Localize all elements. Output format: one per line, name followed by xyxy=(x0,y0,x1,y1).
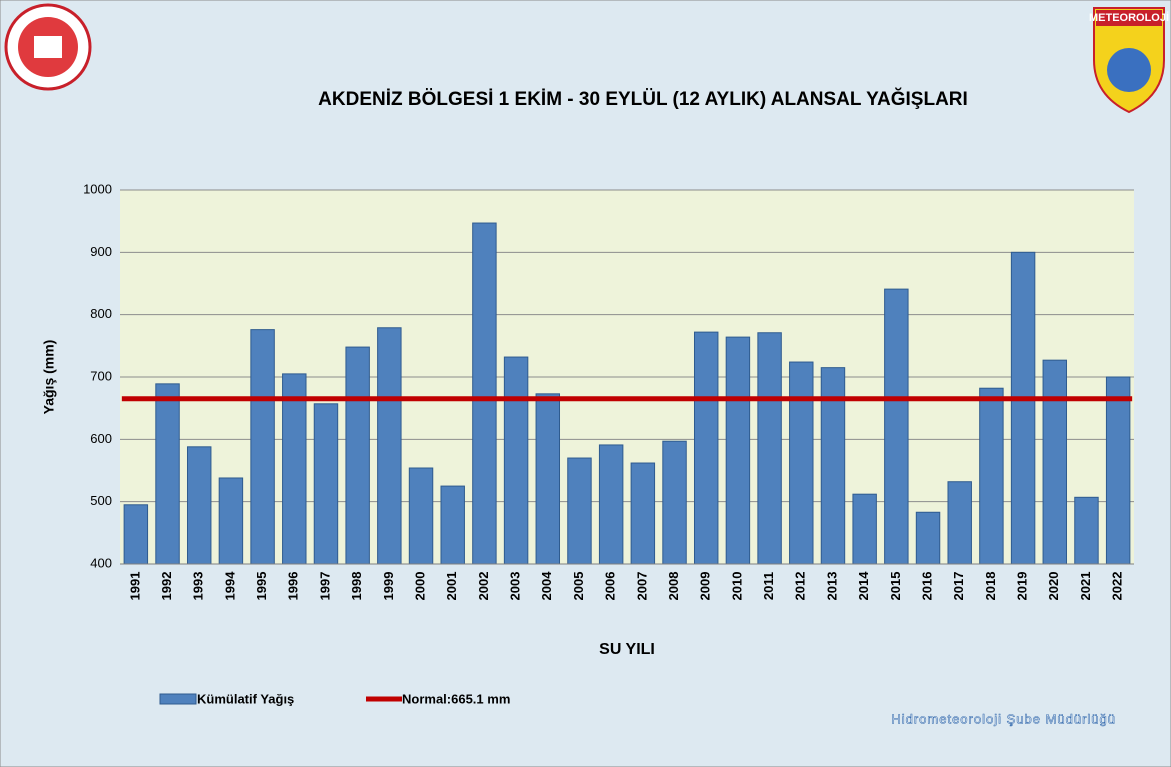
x-tick-label: 1998 xyxy=(349,572,364,601)
bar xyxy=(218,477,244,565)
chart-title: AKDENİZ BÖLGESİ 1 EKİM - 30 EYLÜL (12 AY… xyxy=(318,88,968,110)
legend-label: Kümülatif Yağış xyxy=(197,691,294,706)
bar xyxy=(377,327,402,565)
x-tick-label: 1992 xyxy=(159,572,174,601)
bar xyxy=(947,481,972,565)
x-tick-label: 2022 xyxy=(1110,572,1125,601)
bar xyxy=(250,329,275,565)
bar xyxy=(503,356,529,565)
bar xyxy=(662,440,687,565)
y-axis-title: Yağış (mm) xyxy=(41,340,57,415)
bar xyxy=(725,336,751,565)
x-tick-label: 2006 xyxy=(603,572,618,601)
x-tick-label: 1993 xyxy=(191,572,206,601)
right-logo: METEOROLOJİ xyxy=(1089,7,1169,114)
bar xyxy=(1105,376,1131,565)
legend-label: Normal:665.1 mm xyxy=(402,691,510,706)
legend-swatch xyxy=(159,693,197,705)
bar xyxy=(535,393,561,565)
bar xyxy=(693,331,719,565)
bar xyxy=(915,511,941,565)
x-tick-label: 2017 xyxy=(951,572,966,601)
x-tick-label: 2003 xyxy=(508,572,523,601)
x-tick-label: 2005 xyxy=(571,572,586,601)
x-tick-label: 2000 xyxy=(412,572,427,601)
bar xyxy=(979,387,1004,565)
x-tick-label: 2009 xyxy=(698,572,713,601)
x-tick-label: 1995 xyxy=(254,572,269,601)
x-tick-label: 2001 xyxy=(444,572,459,601)
x-tick-label: 2010 xyxy=(729,572,744,601)
bar xyxy=(186,446,212,565)
y-tick-label: 1000 xyxy=(83,181,112,196)
footer: Hidrometeoroloji Şube Müdürlüğü xyxy=(891,711,1116,726)
bar xyxy=(345,346,370,565)
x-tick-label: 2016 xyxy=(919,572,934,601)
x-tick-label: 1997 xyxy=(317,572,332,601)
bar xyxy=(155,383,180,565)
x-tick-label: 2014 xyxy=(856,571,871,601)
bar xyxy=(282,373,307,565)
x-tick-label: 1999 xyxy=(381,572,396,601)
bar xyxy=(472,222,497,565)
bar xyxy=(1042,359,1068,565)
x-tick-label: 2008 xyxy=(666,572,681,601)
x-tick-label: 2018 xyxy=(983,572,998,601)
bar xyxy=(789,361,814,565)
bar xyxy=(123,504,149,565)
x-tick-label: 1994 xyxy=(222,571,237,601)
x-tick-label: 1991 xyxy=(127,572,142,601)
bar xyxy=(852,493,877,565)
logo-text: METEOROLOJİ xyxy=(1089,11,1169,24)
x-tick-label: 2021 xyxy=(1078,572,1093,601)
bar xyxy=(567,457,592,565)
bar xyxy=(313,403,339,565)
y-tick-label: 800 xyxy=(90,306,112,321)
x-axis-title: SU YILI xyxy=(599,641,655,658)
x-tick-label: 2004 xyxy=(539,571,554,601)
bar xyxy=(757,332,782,565)
bar xyxy=(1010,251,1036,565)
y-tick-label: 900 xyxy=(90,244,112,259)
bar xyxy=(440,485,465,565)
x-tick-label: 2013 xyxy=(824,572,839,601)
x-tick-label: 2012 xyxy=(793,572,808,601)
y-tick-label: 700 xyxy=(90,368,112,383)
bar xyxy=(884,288,909,565)
x-tick-label: 2015 xyxy=(888,572,903,601)
x-tick-label: 2020 xyxy=(1046,572,1061,601)
x-tick-label: 2019 xyxy=(1015,572,1030,601)
x-tick-label: 2011 xyxy=(761,572,776,600)
x-tick-label: 2002 xyxy=(476,572,491,601)
left-logo xyxy=(4,3,92,91)
x-tick-label: 1996 xyxy=(286,572,301,601)
x-tick-label: 2007 xyxy=(634,572,649,601)
y-tick-label: 500 xyxy=(90,493,112,508)
y-tick-label: 600 xyxy=(90,431,112,446)
y-tick-label: 400 xyxy=(90,555,112,570)
bar xyxy=(408,467,434,565)
bar xyxy=(630,462,656,565)
bar xyxy=(1074,496,1099,565)
bar xyxy=(598,444,624,565)
